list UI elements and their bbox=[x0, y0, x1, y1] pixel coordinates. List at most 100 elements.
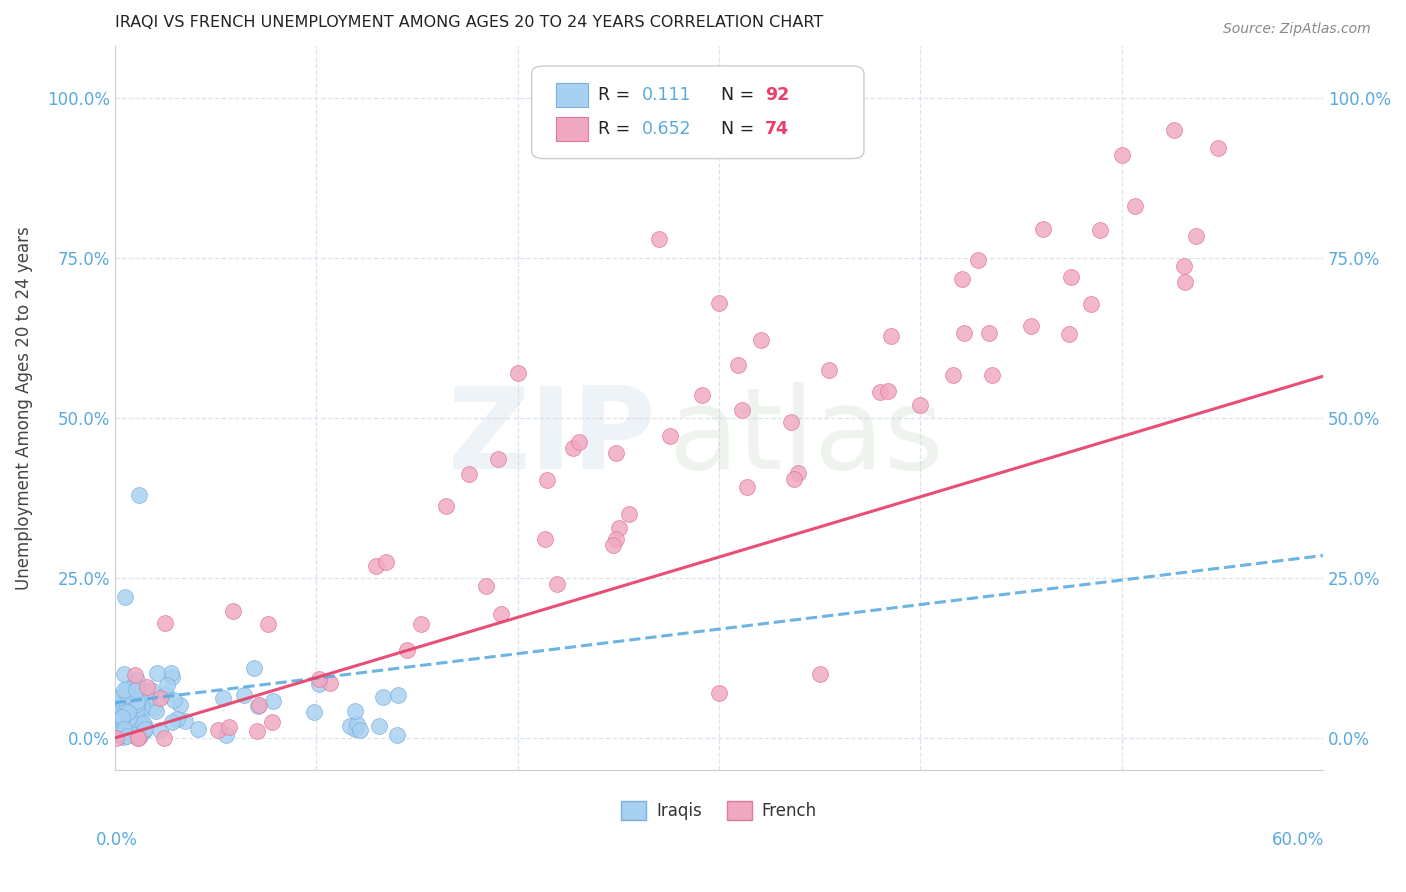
Point bbox=[134, 694, 156, 708]
Point bbox=[156, 677, 179, 691]
Point bbox=[475, 579, 498, 593]
Point bbox=[609, 521, 631, 535]
Point bbox=[134, 719, 156, 733]
Text: N =: N = bbox=[721, 120, 755, 138]
Point bbox=[120, 706, 142, 721]
Point bbox=[302, 705, 325, 719]
Text: R =: R = bbox=[598, 120, 630, 138]
Text: N =: N = bbox=[721, 87, 755, 104]
Point bbox=[950, 271, 973, 285]
Point bbox=[953, 326, 976, 340]
Point bbox=[122, 692, 145, 706]
Point bbox=[169, 698, 191, 712]
Point bbox=[247, 698, 270, 713]
Point bbox=[489, 607, 512, 621]
Point bbox=[617, 507, 640, 521]
Text: atlas: atlas bbox=[668, 382, 943, 492]
Text: 74: 74 bbox=[765, 120, 789, 138]
Point bbox=[707, 686, 730, 700]
Point bbox=[368, 719, 391, 733]
Point bbox=[104, 713, 127, 727]
Point bbox=[257, 616, 280, 631]
Point bbox=[1111, 148, 1133, 162]
Point bbox=[1019, 318, 1042, 333]
Point bbox=[780, 415, 803, 429]
Y-axis label: Unemployment Among Ages 20 to 24 years: Unemployment Among Ages 20 to 24 years bbox=[15, 227, 32, 591]
Point bbox=[879, 329, 901, 343]
Point bbox=[129, 690, 152, 704]
Point bbox=[339, 719, 361, 733]
Point bbox=[1060, 269, 1083, 284]
Point bbox=[243, 661, 266, 675]
Point bbox=[647, 231, 669, 245]
Point bbox=[124, 715, 146, 730]
Point bbox=[122, 728, 145, 742]
Point bbox=[808, 667, 831, 681]
Point bbox=[114, 590, 136, 604]
Point bbox=[134, 685, 156, 699]
Point bbox=[160, 670, 183, 684]
Point bbox=[110, 709, 132, 723]
Point bbox=[124, 701, 146, 715]
Point bbox=[735, 480, 758, 494]
Point bbox=[128, 488, 150, 502]
Point bbox=[1173, 259, 1195, 273]
Point bbox=[112, 731, 135, 745]
Point bbox=[138, 690, 160, 705]
Point bbox=[117, 706, 139, 721]
Point bbox=[506, 366, 529, 380]
Point bbox=[107, 706, 129, 720]
Point bbox=[115, 688, 138, 702]
Point bbox=[112, 683, 135, 698]
Point bbox=[749, 333, 772, 347]
Point bbox=[125, 694, 148, 708]
Point bbox=[602, 538, 624, 552]
Point bbox=[1090, 223, 1112, 237]
Point bbox=[396, 642, 419, 657]
Point bbox=[110, 714, 132, 729]
Point bbox=[486, 452, 509, 467]
Point bbox=[536, 473, 558, 487]
Point bbox=[146, 665, 169, 680]
Point bbox=[707, 295, 730, 310]
Point bbox=[122, 721, 145, 735]
Point bbox=[141, 683, 163, 698]
Point bbox=[124, 668, 146, 682]
Point bbox=[690, 388, 713, 402]
Point bbox=[349, 723, 371, 737]
Point bbox=[371, 690, 394, 705]
Point bbox=[115, 698, 138, 713]
Legend: Iraqis, French: Iraqis, French bbox=[614, 795, 824, 827]
Point bbox=[112, 666, 135, 681]
Point bbox=[155, 687, 177, 701]
Point bbox=[731, 403, 754, 417]
Point bbox=[111, 712, 134, 726]
Text: R =: R = bbox=[598, 87, 630, 104]
Point bbox=[104, 702, 127, 716]
Point bbox=[1206, 141, 1229, 155]
Point bbox=[727, 358, 749, 372]
Point bbox=[546, 576, 568, 591]
Point bbox=[128, 731, 150, 745]
Point bbox=[110, 729, 132, 743]
Point bbox=[222, 604, 245, 618]
Point bbox=[174, 714, 197, 729]
FancyBboxPatch shape bbox=[531, 66, 863, 159]
Point bbox=[308, 677, 330, 691]
Point bbox=[107, 726, 129, 740]
Point bbox=[246, 723, 269, 738]
Point bbox=[132, 723, 155, 738]
Point bbox=[1032, 222, 1054, 236]
Point bbox=[942, 368, 965, 383]
Point bbox=[344, 723, 367, 737]
Text: 92: 92 bbox=[765, 87, 789, 104]
Point bbox=[117, 705, 139, 719]
Point bbox=[910, 398, 932, 412]
Point bbox=[375, 555, 398, 569]
Point bbox=[214, 728, 236, 742]
Point bbox=[534, 532, 557, 546]
Point bbox=[786, 467, 808, 481]
Point bbox=[876, 384, 898, 398]
Point bbox=[136, 680, 159, 694]
Point bbox=[129, 729, 152, 743]
